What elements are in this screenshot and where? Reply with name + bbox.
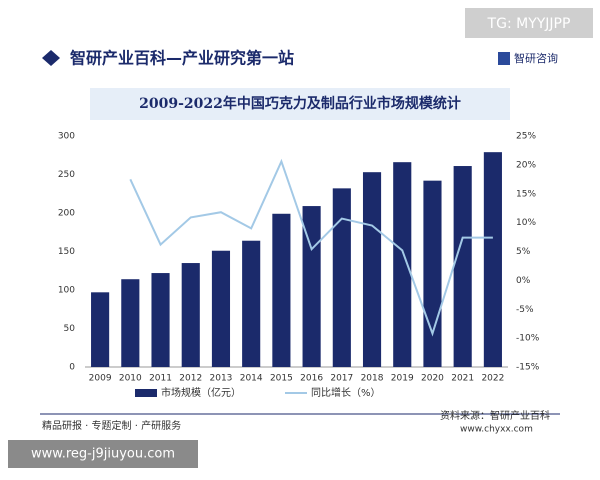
y2-tick-label: -10%: [516, 334, 540, 344]
x-tick-label: 2019: [391, 374, 414, 384]
title-band: [90, 88, 510, 120]
bar: [181, 263, 200, 367]
x-tick-label: 2016: [300, 374, 323, 384]
bar: [362, 172, 382, 367]
y-tick-label: 200: [58, 209, 75, 219]
x-tick-label: 2012: [179, 374, 202, 384]
y2-tick-label: 0%: [516, 276, 531, 286]
y2-tick-label: -15%: [516, 363, 540, 373]
x-tick-label: 2021: [451, 374, 474, 384]
y2-tick-label: 20%: [516, 160, 536, 170]
bar: [151, 273, 170, 367]
x-tick-label: 2018: [361, 374, 384, 384]
y-tick-label: 50: [64, 324, 76, 334]
legend-swatch: [135, 389, 157, 397]
bar: [393, 162, 412, 367]
y-tick-label: 0: [69, 363, 75, 373]
logo-icon: [498, 52, 510, 65]
x-tick-label: 2015: [270, 374, 293, 384]
header-title: 智研产业百科—产业研究第一站: [70, 49, 294, 68]
line: [129, 158, 493, 337]
badge: TG: MYYJJPP: [487, 16, 571, 32]
plot: 0 50 100 150 200 250 300 -15% -10% -5% 0% 5% 10% 15% 2…: [58, 132, 540, 400]
y2-tick-label: -5%: [516, 305, 534, 315]
bar: [483, 152, 502, 367]
header-icon: [42, 50, 60, 66]
bar: [121, 279, 140, 367]
url: www.reg-j9jiuyou.com: [31, 447, 175, 462]
bar: [91, 292, 110, 367]
y2-tick-label: 5%: [516, 247, 531, 257]
bar: [242, 240, 261, 367]
bar: [423, 180, 442, 367]
bar: [453, 166, 472, 367]
y-tick-label: 100: [58, 286, 75, 296]
bar: [211, 250, 231, 367]
x-tick-label: 2010: [119, 374, 142, 384]
legend-label: 同比增长（%）: [311, 386, 381, 399]
bar: [332, 188, 351, 367]
footer-left: 精品研报 · 专题定制 · 产研服务: [42, 419, 181, 432]
bar: [272, 213, 291, 367]
y-tick-label: 150: [58, 247, 75, 257]
y2-tick-label: 15%: [516, 189, 536, 199]
x-tick-label: 2009: [89, 374, 112, 384]
y-tick-label: 250: [58, 170, 75, 180]
y2-tick-label: 10%: [516, 218, 536, 228]
x-tick-label: 2020: [421, 374, 444, 384]
x-tick-label: 2017: [330, 374, 353, 384]
x-tick-label: 2022: [481, 374, 504, 384]
site: www.chyxx.com: [460, 425, 533, 435]
logo: 智研咨询: [514, 51, 558, 65]
source: 资料来源：智研产业百科: [440, 409, 550, 422]
x-tick-label: 2013: [210, 374, 233, 384]
legend-label: 市场规模（亿元）: [161, 386, 241, 399]
chart-title: 2009-2022年中国巧克力及制品行业市场规模统计: [139, 95, 461, 112]
badge-box: [465, 8, 593, 38]
x-tick-label: 2011: [149, 374, 172, 384]
y-tick-label: 300: [58, 132, 75, 142]
url-box: [8, 440, 198, 468]
bar: [302, 206, 321, 367]
x-tick-label: 2014: [240, 374, 263, 384]
y2-tick-label: 25%: [516, 132, 536, 142]
